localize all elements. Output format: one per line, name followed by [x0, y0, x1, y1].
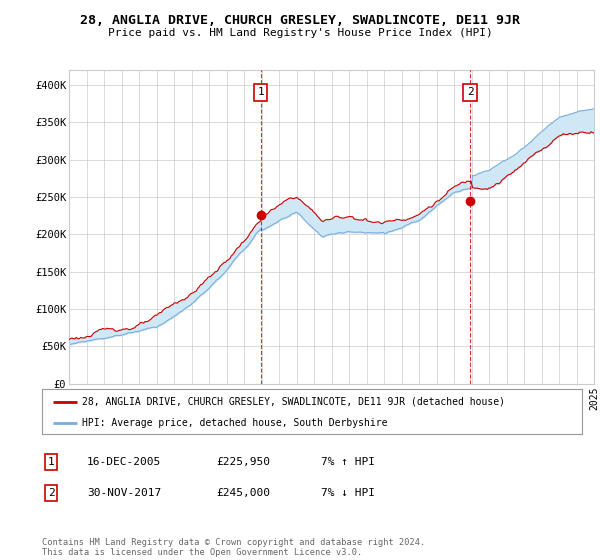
- Text: £245,000: £245,000: [216, 488, 270, 498]
- Text: 7% ↓ HPI: 7% ↓ HPI: [321, 488, 375, 498]
- Text: 2: 2: [467, 87, 473, 97]
- Text: £225,950: £225,950: [216, 457, 270, 467]
- Text: 28, ANGLIA DRIVE, CHURCH GRESLEY, SWADLINCOTE, DE11 9JR (detached house): 28, ANGLIA DRIVE, CHURCH GRESLEY, SWADLI…: [83, 396, 505, 407]
- Text: 16-DEC-2005: 16-DEC-2005: [87, 457, 161, 467]
- Text: 1: 1: [257, 87, 264, 97]
- Text: Price paid vs. HM Land Registry's House Price Index (HPI): Price paid vs. HM Land Registry's House …: [107, 28, 493, 38]
- Text: 1: 1: [47, 457, 55, 467]
- Text: 28, ANGLIA DRIVE, CHURCH GRESLEY, SWADLINCOTE, DE11 9JR: 28, ANGLIA DRIVE, CHURCH GRESLEY, SWADLI…: [80, 14, 520, 27]
- Text: 30-NOV-2017: 30-NOV-2017: [87, 488, 161, 498]
- Text: Contains HM Land Registry data © Crown copyright and database right 2024.
This d: Contains HM Land Registry data © Crown c…: [42, 538, 425, 557]
- Text: 7% ↑ HPI: 7% ↑ HPI: [321, 457, 375, 467]
- Text: 2: 2: [47, 488, 55, 498]
- Text: HPI: Average price, detached house, South Derbyshire: HPI: Average price, detached house, Sout…: [83, 418, 388, 428]
